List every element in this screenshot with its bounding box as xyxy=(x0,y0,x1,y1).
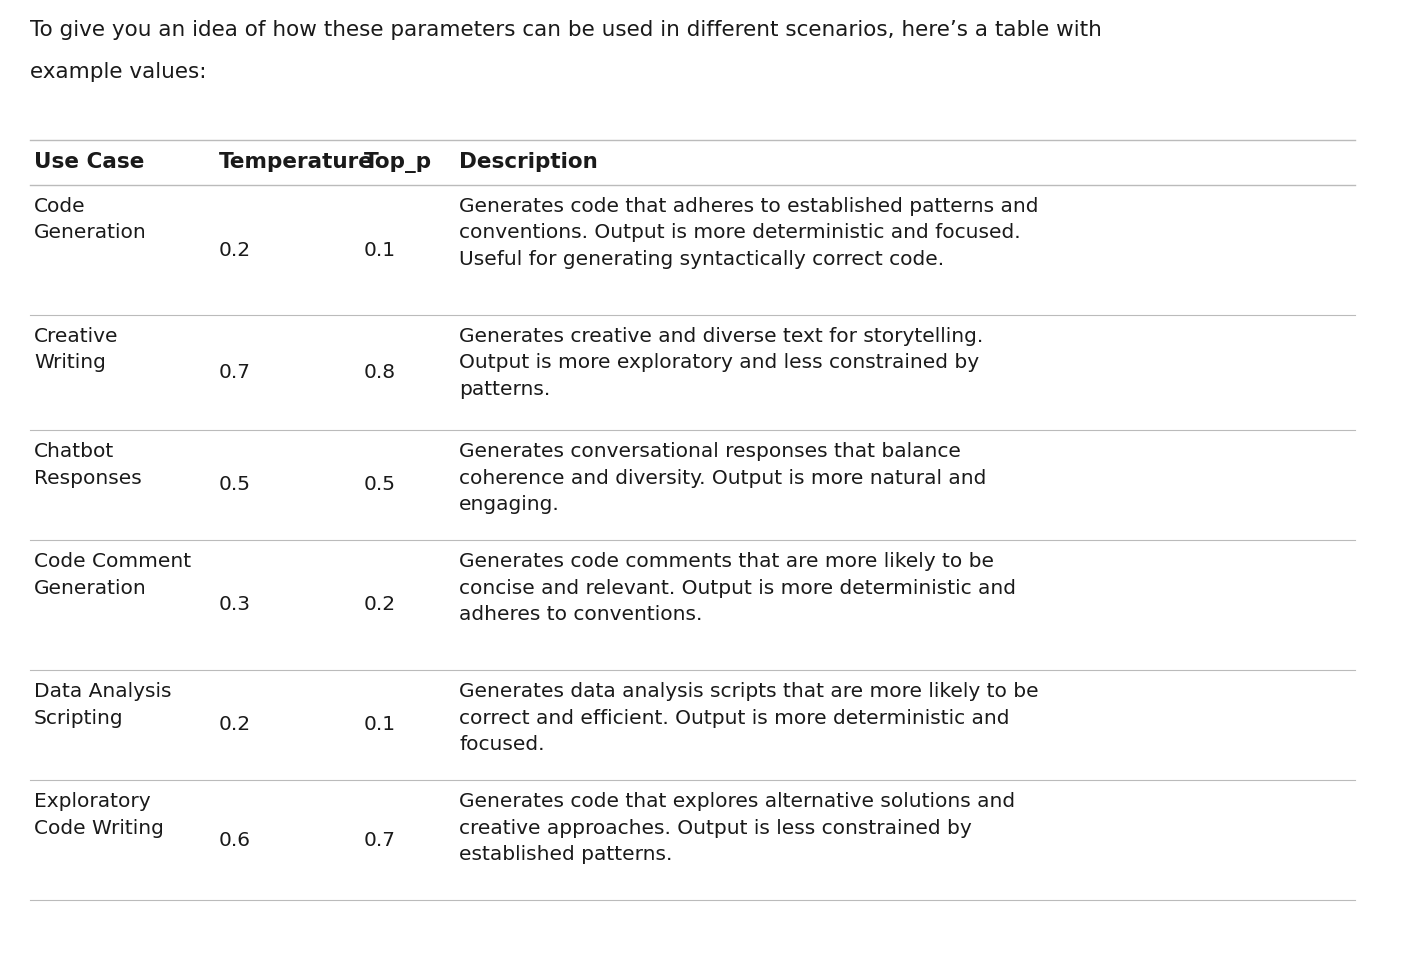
Text: Code Comment
Generation: Code Comment Generation xyxy=(34,552,191,598)
Text: Generates code comments that are more likely to be
concise and relevant. Output : Generates code comments that are more li… xyxy=(458,552,1017,624)
Text: 0.3: 0.3 xyxy=(219,595,252,614)
Text: Code
Generation: Code Generation xyxy=(34,197,146,242)
Text: 0.6: 0.6 xyxy=(219,831,252,849)
Text: Chatbot
Responses: Chatbot Responses xyxy=(34,442,142,488)
Text: 0.2: 0.2 xyxy=(219,716,252,734)
Text: 0.1: 0.1 xyxy=(364,716,396,734)
Text: 0.8: 0.8 xyxy=(364,363,396,382)
Text: Generates creative and diverse text for storytelling.
Output is more exploratory: Generates creative and diverse text for … xyxy=(458,327,983,399)
Text: 0.5: 0.5 xyxy=(219,475,252,495)
Text: Generates code that adheres to established patterns and
conventions. Output is m: Generates code that adheres to establish… xyxy=(458,197,1039,269)
Text: Creative
Writing: Creative Writing xyxy=(34,327,118,373)
Text: Generates conversational responses that balance
coherence and diversity. Output : Generates conversational responses that … xyxy=(458,442,987,514)
Text: example values:: example values: xyxy=(30,62,207,82)
Text: 0.5: 0.5 xyxy=(364,475,396,495)
Text: To give you an idea of how these parameters can be used in different scenarios, : To give you an idea of how these paramet… xyxy=(30,20,1102,40)
Text: 0.1: 0.1 xyxy=(364,241,396,260)
Text: Description: Description xyxy=(458,153,598,173)
Text: Generates code that explores alternative solutions and
creative approaches. Outp: Generates code that explores alternative… xyxy=(458,792,1015,864)
Text: 0.7: 0.7 xyxy=(219,363,252,382)
Text: 0.2: 0.2 xyxy=(219,241,252,260)
Text: Generates data analysis scripts that are more likely to be
correct and efficient: Generates data analysis scripts that are… xyxy=(458,682,1039,754)
Text: 0.7: 0.7 xyxy=(364,831,396,849)
Text: 0.2: 0.2 xyxy=(364,595,396,614)
Text: Top_p: Top_p xyxy=(364,152,432,173)
Text: Exploratory
Code Writing: Exploratory Code Writing xyxy=(34,792,165,838)
Text: Data Analysis
Scripting: Data Analysis Scripting xyxy=(34,682,172,727)
Text: Temperature: Temperature xyxy=(219,153,374,173)
Text: Use Case: Use Case xyxy=(34,153,145,173)
